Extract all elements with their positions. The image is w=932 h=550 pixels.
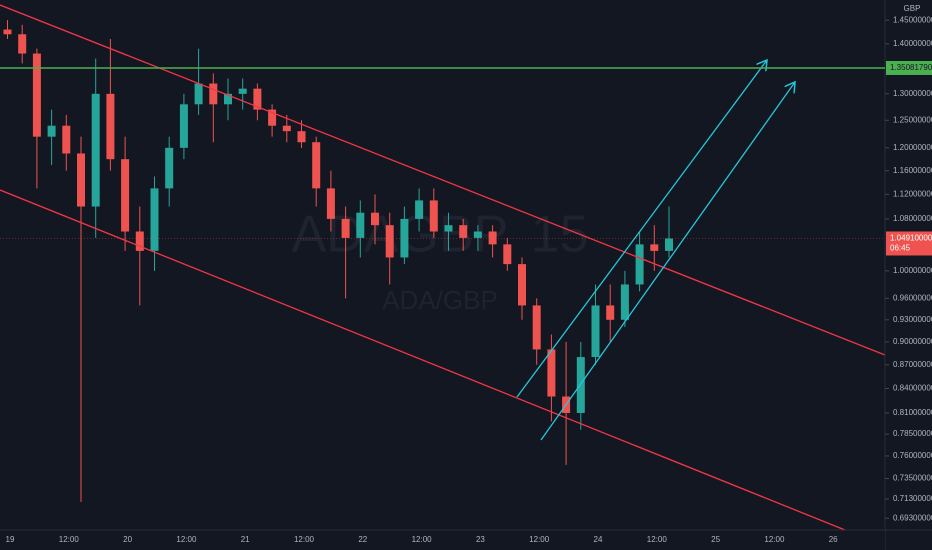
y-tick-label: 1.25000000 [893,115,932,124]
candle-body [77,153,85,207]
y-tick-label: 0.84000000 [893,384,932,393]
candle-body [106,93,115,160]
x-tick-label: 12:00 [764,535,785,544]
candle-body [444,225,453,232]
candle-body [62,125,71,154]
candle-body [429,200,438,232]
trend-line [0,4,886,356]
x-tick-label: 12:00 [176,535,197,544]
y-tick-label: 0.96000000 [893,293,932,302]
candle-body [518,264,526,306]
candle-body [385,225,394,258]
candle-body [297,131,306,143]
x-tick-label: 22 [358,535,367,544]
y-tick-label: 1.40000000 [893,39,932,48]
y-tick-label: 0.76000000 [893,451,932,460]
x-tick-label: 26 [829,535,838,544]
candle-body [591,305,600,358]
candle-body [650,244,659,251]
candle-body [473,231,482,238]
candle-body [341,218,350,238]
last-price-label: 1.04910000 [890,234,932,243]
candle-body [635,244,644,285]
y-tick-label: 0.93000000 [893,315,932,324]
candle-body [665,238,673,251]
countdown: 06:45 [890,244,911,253]
x-tick-label: 20 [123,535,132,544]
candle-body [620,284,629,320]
x-tick-label: 21 [241,535,250,544]
candle-body [606,305,615,320]
currency: GBP [904,4,921,13]
candle-body [415,200,424,219]
candle-body [356,212,365,238]
price-label-bg [886,60,932,75]
candle-body [282,125,291,132]
price-label: 1.35081790 [890,63,932,72]
x-tick-label: 25 [711,535,720,544]
candle-body [532,305,541,350]
candle-body [135,231,144,251]
y-tick-label: 1.00000000 [893,266,932,275]
y-tick-label: 1.30000000 [893,89,932,98]
y-tick-label: 1.16000000 [893,166,932,175]
price-axis [885,0,932,550]
candle-body [47,125,56,137]
x-tick-label: 12:00 [59,535,80,544]
y-tick-label: 0.78500000 [893,429,932,438]
y-tick-label: 0.81000000 [893,408,932,417]
arrow-line [516,60,767,398]
candle-body [150,188,159,251]
candle-body [503,244,512,265]
y-tick-label: 1.20000000 [893,143,932,152]
candle-body [194,83,203,105]
candle-body [32,53,41,137]
candle-body [121,159,130,232]
y-tick-label: 0.71300000 [893,494,932,503]
candle-body [238,88,247,94]
candle-body [91,93,100,207]
candle-body [488,231,497,245]
x-tick-label: 19 [6,535,15,544]
last-price-bg [886,231,932,256]
x-tick-label: 12:00 [294,535,315,544]
watermark: ADAGBP, 15 [292,206,589,264]
arrow-line [540,82,795,441]
y-tick-label: 0.73500000 [893,474,932,483]
watermark-sub: ADA/GBP [382,285,498,315]
y-tick-label: 0.69300000 [893,513,932,522]
candle-body [547,349,556,397]
candle-body [179,104,188,148]
x-tick-label: 23 [476,535,485,544]
candle-body [400,218,409,258]
y-tick-label: 1.45000000 [893,15,932,24]
x-tick-label: 24 [594,535,603,544]
candle-body [209,83,218,105]
y-tick-label: 1.12000000 [893,189,932,198]
candle-body [224,93,232,105]
candle-body [326,188,335,219]
candle-body [165,147,174,189]
x-tick-label: 12:00 [412,535,433,544]
candle-body [312,142,321,189]
candle-body [459,225,468,238]
x-tick-label: 12:00 [647,535,668,544]
candle-body [18,34,27,54]
trend-line [0,189,846,531]
candle-body [268,109,277,126]
candle-body [3,29,12,35]
time-axis [0,530,885,550]
y-tick-label: 0.90000000 [893,337,932,346]
y-tick-label: 1.08000000 [893,214,932,223]
y-tick-label: 0.87000000 [893,360,932,369]
candle-body [253,88,262,110]
candle-body [371,212,379,226]
x-tick-label: 12:00 [529,535,550,544]
